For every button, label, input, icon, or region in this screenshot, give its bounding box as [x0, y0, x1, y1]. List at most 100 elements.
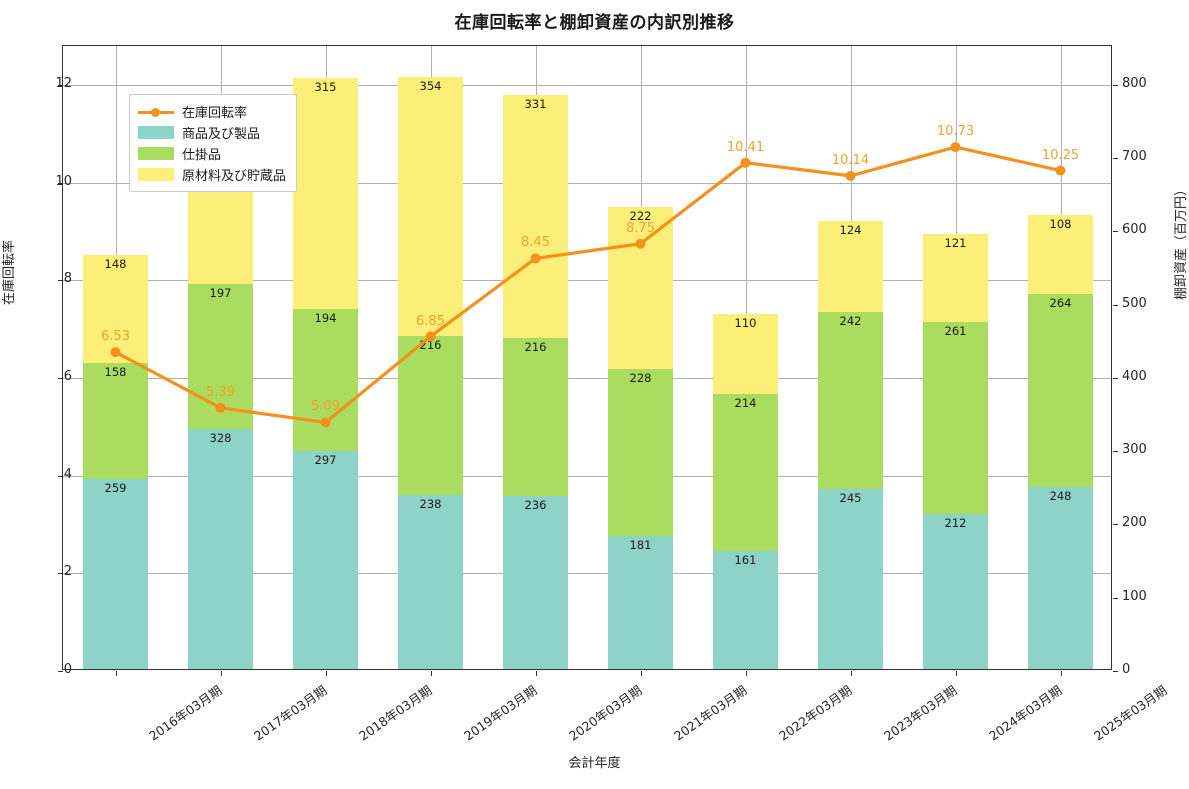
- bar-segment[interactable]: 264: [1027, 293, 1094, 488]
- y-axis-right-label: 棚卸資産（百万円）: [1174, 182, 1189, 300]
- legend-item[interactable]: 原材料及び貯蔵品: [138, 164, 286, 185]
- bar-segment-value: 238: [419, 496, 442, 511]
- bar-segment[interactable]: 331: [502, 95, 569, 338]
- bar-group[interactable]: 248 264 108: [1027, 44, 1094, 669]
- bar-segment-value: 315: [314, 80, 337, 95]
- chart-legend[interactable]: 在庫回転率商品及び製品 仕掛品 原材料及び貯蔵品: [129, 94, 298, 192]
- bar-segment[interactable]: 214: [712, 394, 779, 552]
- bar-segment[interactable]: 212: [922, 513, 989, 669]
- line-marker[interactable]: [215, 402, 226, 413]
- y-axis-right-tick-label: 0: [1122, 662, 1131, 677]
- legend-color-swatch-icon: [138, 147, 174, 160]
- bar-segment[interactable]: 354: [397, 76, 464, 337]
- y-axis-right-tick-label: 200: [1122, 515, 1147, 531]
- bar-group[interactable]: 212 261 121: [922, 44, 989, 669]
- bar-segment[interactable]: 236: [502, 496, 569, 669]
- x-axis-tick-label: 2025年03月期: [1090, 682, 1170, 744]
- bar-segment[interactable]: 121: [922, 233, 989, 323]
- y-axis-left-tick-label: 2: [63, 564, 72, 580]
- legend-item-label: 商品及び製品: [182, 127, 261, 142]
- bar-group[interactable]: 236 216 331: [502, 44, 569, 669]
- legend-color-swatch-icon: [138, 126, 174, 139]
- tickmark: [58, 378, 63, 380]
- bar-segment[interactable]: 158: [82, 363, 149, 480]
- bar-segment[interactable]: 161: [712, 551, 779, 669]
- bar-segment-value: 261: [944, 324, 967, 339]
- legend-item[interactable]: 仕掛品: [138, 143, 286, 164]
- bar-segment[interactable]: 216: [397, 336, 464, 495]
- bar-segment[interactable]: 194: [292, 309, 359, 452]
- tickmark: [430, 671, 432, 676]
- line-marker[interactable]: [530, 253, 541, 264]
- bar-group[interactable]: 181 228 222: [607, 44, 674, 669]
- bar-segment[interactable]: 148: [82, 255, 149, 364]
- gridline-horizontal: [63, 85, 1111, 87]
- gridline-horizontal: [63, 280, 1111, 282]
- bar-segment-value: 236: [524, 498, 547, 513]
- y-axis-left-tick-label: 12: [55, 76, 72, 92]
- line-marker[interactable]: [950, 142, 961, 153]
- tickmark: [325, 671, 327, 676]
- tickmark: [535, 671, 537, 676]
- bar-segment-value: 110: [734, 315, 757, 330]
- y-axis-left-tick-label: 6: [63, 369, 72, 385]
- bar-segment-value: 121: [944, 235, 967, 250]
- tickmark: [1113, 304, 1118, 306]
- line-value-label: 5.09: [311, 399, 340, 415]
- line-marker[interactable]: [740, 157, 751, 168]
- bar-segment[interactable]: 124: [817, 221, 884, 313]
- tickmark: [1113, 671, 1118, 672]
- line-marker[interactable]: [320, 417, 331, 428]
- x-axis-tick-label: 2020年03月期: [565, 682, 645, 744]
- line-marker[interactable]: [425, 331, 436, 342]
- bar-group[interactable]: 238 216 354: [397, 44, 464, 669]
- bar-segment[interactable]: 245: [817, 489, 884, 669]
- y-axis-right-tick-label: 300: [1122, 442, 1147, 458]
- bar-segment[interactable]: 228: [607, 369, 674, 537]
- bar-segment[interactable]: 315: [292, 78, 359, 310]
- bar-segment[interactable]: 297: [292, 451, 359, 669]
- bar-group[interactable]: 161 214 110: [712, 44, 779, 669]
- bar-segment[interactable]: 259: [82, 479, 149, 669]
- bar-group[interactable]: 297 194 315: [292, 44, 359, 669]
- y-axis-right-tick-label: 800: [1122, 75, 1147, 91]
- tickmark: [1113, 158, 1118, 160]
- bar-segment[interactable]: 108: [1027, 214, 1094, 294]
- bar-segment-value: 264: [1049, 295, 1072, 310]
- legend-item-label: 仕掛品: [182, 148, 222, 163]
- tickmark: [220, 671, 222, 676]
- bar-segment[interactable]: 248: [1027, 487, 1094, 669]
- line-value-label: 10.14: [831, 152, 870, 168]
- legend-item[interactable]: 商品及び製品: [138, 122, 286, 143]
- tickmark: [58, 475, 63, 477]
- line-marker[interactable]: [110, 347, 121, 358]
- bar-segment[interactable]: 222: [607, 206, 674, 370]
- bar-segment-value: 228: [629, 371, 652, 386]
- tickmark: [1113, 451, 1118, 453]
- bar-segment[interactable]: 261: [922, 322, 989, 514]
- line-marker[interactable]: [845, 170, 856, 181]
- tickmark: [58, 280, 63, 282]
- tickmark: [58, 573, 63, 575]
- bar-segment-value: 328: [209, 430, 232, 445]
- bar-segment[interactable]: 181: [607, 536, 674, 669]
- plot-area: 2591581483281971892971943152382163542362…: [58, 44, 1118, 676]
- bar-segment[interactable]: 328: [187, 428, 254, 669]
- tickmark: [1060, 671, 1062, 676]
- tickmark: [1113, 377, 1118, 379]
- bar-group[interactable]: 259 158 148: [82, 44, 149, 669]
- x-axis-tick-label: 2016年03月期: [145, 682, 225, 744]
- bar-segment[interactable]: 238: [397, 494, 464, 669]
- bar-segment-value: 259: [104, 481, 127, 496]
- bar-segment[interactable]: 216: [502, 337, 569, 497]
- legend-item[interactable]: 在庫回転率: [138, 101, 286, 122]
- line-marker[interactable]: [1055, 165, 1066, 176]
- line-marker[interactable]: [635, 238, 646, 249]
- bar-segment[interactable]: 242: [817, 312, 884, 490]
- bar-segment-value: 212: [944, 515, 967, 530]
- bar-segment[interactable]: 110: [712, 313, 779, 395]
- legend-line-swatch-icon: [138, 105, 174, 119]
- bar-group[interactable]: 245 242 124: [817, 44, 884, 669]
- tickmark: [1113, 597, 1118, 599]
